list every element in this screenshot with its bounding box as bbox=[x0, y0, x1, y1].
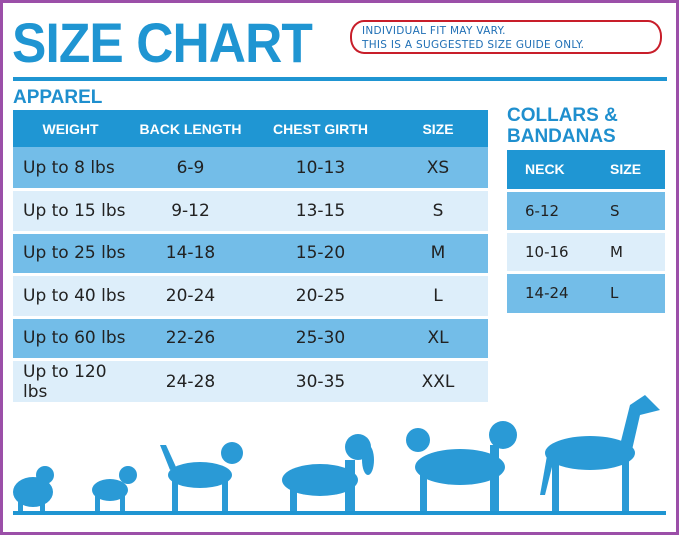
beagle-icon bbox=[160, 442, 243, 512]
title-underline bbox=[13, 77, 667, 81]
col-chest-girth: CHEST GIRTH bbox=[253, 110, 388, 147]
apparel-cell: 13-15 bbox=[253, 188, 388, 232]
collar-cell: L bbox=[592, 270, 665, 313]
ground-line bbox=[13, 511, 666, 515]
apparel-cell: 25-30 bbox=[253, 315, 388, 360]
col-collar-size: SIZE bbox=[592, 150, 665, 190]
apparel-cell: 6-9 bbox=[128, 147, 253, 190]
collar-cell: 10-16 bbox=[507, 229, 592, 272]
pomeranian-icon bbox=[13, 466, 54, 512]
apparel-cell: 20-24 bbox=[128, 273, 253, 317]
apparel-cell: 24-28 bbox=[128, 358, 253, 402]
collars-table: NECK SIZE 6-12 S 10-16 M 14-24 L bbox=[507, 150, 665, 313]
pug-icon bbox=[92, 466, 137, 512]
note-line-1: INDIVIDUAL FIT MAY VARY. bbox=[362, 25, 506, 37]
note-line-2: THIS IS A SUGGESTED SIZE GUIDE ONLY. bbox=[362, 39, 585, 51]
apparel-row: Up to 60 lbs 22-26 25-30 XL bbox=[13, 315, 488, 360]
apparel-cell: 9-12 bbox=[128, 188, 253, 232]
husky-icon bbox=[406, 421, 517, 512]
collar-cell: 14-24 bbox=[507, 270, 592, 313]
collars-heading-line-2: BANDANAS bbox=[507, 126, 616, 147]
apparel-cell: Up to 15 lbs bbox=[13, 188, 128, 232]
fit-disclaimer: INDIVIDUAL FIT MAY VARY. THIS IS A SUGGE… bbox=[350, 20, 662, 54]
apparel-cell: 15-20 bbox=[253, 230, 388, 275]
apparel-cell: S bbox=[388, 188, 488, 232]
apparel-cell: 20-25 bbox=[253, 273, 388, 317]
apparel-row: Up to 40 lbs 20-24 20-25 L bbox=[13, 273, 488, 317]
apparel-cell: 10-13 bbox=[253, 147, 388, 190]
apparel-row: Up to 25 lbs 14-18 15-20 M bbox=[13, 230, 488, 275]
apparel-row: Up to 8 lbs 6-9 10-13 XS bbox=[13, 147, 488, 190]
apparel-cell: Up to 25 lbs bbox=[13, 230, 128, 275]
collar-row: 10-16 M bbox=[507, 229, 665, 272]
apparel-cell: 30-35 bbox=[253, 358, 388, 402]
apparel-cell: XXL bbox=[388, 358, 488, 402]
apparel-cell: 22-26 bbox=[128, 315, 253, 360]
apparel-cell: Up to 40 lbs bbox=[13, 273, 128, 317]
apparel-cell: L bbox=[388, 273, 488, 317]
apparel-cell: M bbox=[388, 230, 488, 275]
collars-heading: COLLARS & BANDANAS bbox=[507, 105, 618, 147]
collar-row: 14-24 L bbox=[507, 270, 665, 313]
apparel-table: WEIGHT BACK LENGTH CHEST GIRTH SIZE Up t… bbox=[13, 110, 488, 402]
apparel-cell: Up to 8 lbs bbox=[13, 147, 128, 190]
page-title: SIZE CHART bbox=[12, 11, 313, 74]
apparel-cell: XL bbox=[388, 315, 488, 360]
collar-cell: M bbox=[592, 229, 665, 272]
collar-cell: 6-12 bbox=[507, 188, 592, 231]
col-size: SIZE bbox=[388, 110, 488, 147]
apparel-cell: Up to 120 lbs bbox=[13, 358, 128, 402]
great-dane-icon bbox=[540, 395, 660, 512]
apparel-cell: XS bbox=[388, 147, 488, 190]
dog-silhouettes bbox=[13, 395, 660, 512]
collar-cell: S bbox=[592, 188, 665, 231]
spaniel-icon bbox=[282, 434, 374, 512]
col-neck: NECK bbox=[507, 150, 592, 190]
apparel-cell: Up to 60 lbs bbox=[13, 315, 128, 360]
apparel-cell: 14-18 bbox=[128, 230, 253, 275]
col-weight: WEIGHT bbox=[13, 110, 128, 147]
apparel-row: Up to 120 lbs 24-28 30-35 XXL bbox=[13, 358, 488, 402]
apparel-heading: APPAREL bbox=[13, 87, 103, 108]
col-back-length: BACK LENGTH bbox=[128, 110, 253, 147]
collar-row: 6-12 S bbox=[507, 188, 665, 231]
collars-heading-line-1: COLLARS & bbox=[507, 105, 618, 126]
apparel-row: Up to 15 lbs 9-12 13-15 S bbox=[13, 188, 488, 232]
